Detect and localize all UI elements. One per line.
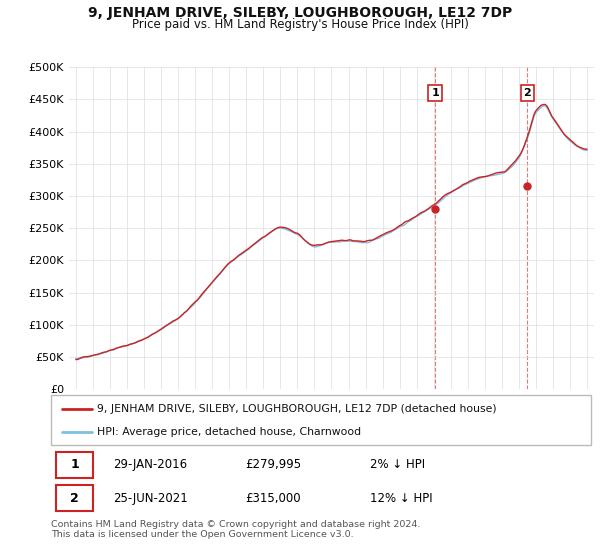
Text: 25-JUN-2021: 25-JUN-2021 (113, 492, 188, 505)
Text: 12% ↓ HPI: 12% ↓ HPI (370, 492, 432, 505)
Text: 29-JAN-2016: 29-JAN-2016 (113, 459, 187, 472)
Text: £279,995: £279,995 (245, 459, 302, 472)
Text: HPI: Average price, detached house, Charnwood: HPI: Average price, detached house, Char… (97, 427, 361, 437)
FancyBboxPatch shape (56, 452, 93, 478)
Text: £315,000: £315,000 (245, 492, 301, 505)
Text: 2: 2 (70, 492, 79, 505)
Text: 9, JENHAM DRIVE, SILEBY, LOUGHBOROUGH, LE12 7DP: 9, JENHAM DRIVE, SILEBY, LOUGHBOROUGH, L… (88, 6, 512, 20)
Text: 1: 1 (431, 88, 439, 98)
Text: Price paid vs. HM Land Registry's House Price Index (HPI): Price paid vs. HM Land Registry's House … (131, 18, 469, 31)
Text: 2: 2 (523, 88, 531, 98)
Text: Contains HM Land Registry data © Crown copyright and database right 2024.
This d: Contains HM Land Registry data © Crown c… (51, 520, 421, 539)
Text: 2% ↓ HPI: 2% ↓ HPI (370, 459, 425, 472)
Text: 1: 1 (70, 459, 79, 472)
FancyBboxPatch shape (51, 395, 591, 445)
FancyBboxPatch shape (56, 486, 93, 511)
Text: 9, JENHAM DRIVE, SILEBY, LOUGHBOROUGH, LE12 7DP (detached house): 9, JENHAM DRIVE, SILEBY, LOUGHBOROUGH, L… (97, 404, 497, 414)
